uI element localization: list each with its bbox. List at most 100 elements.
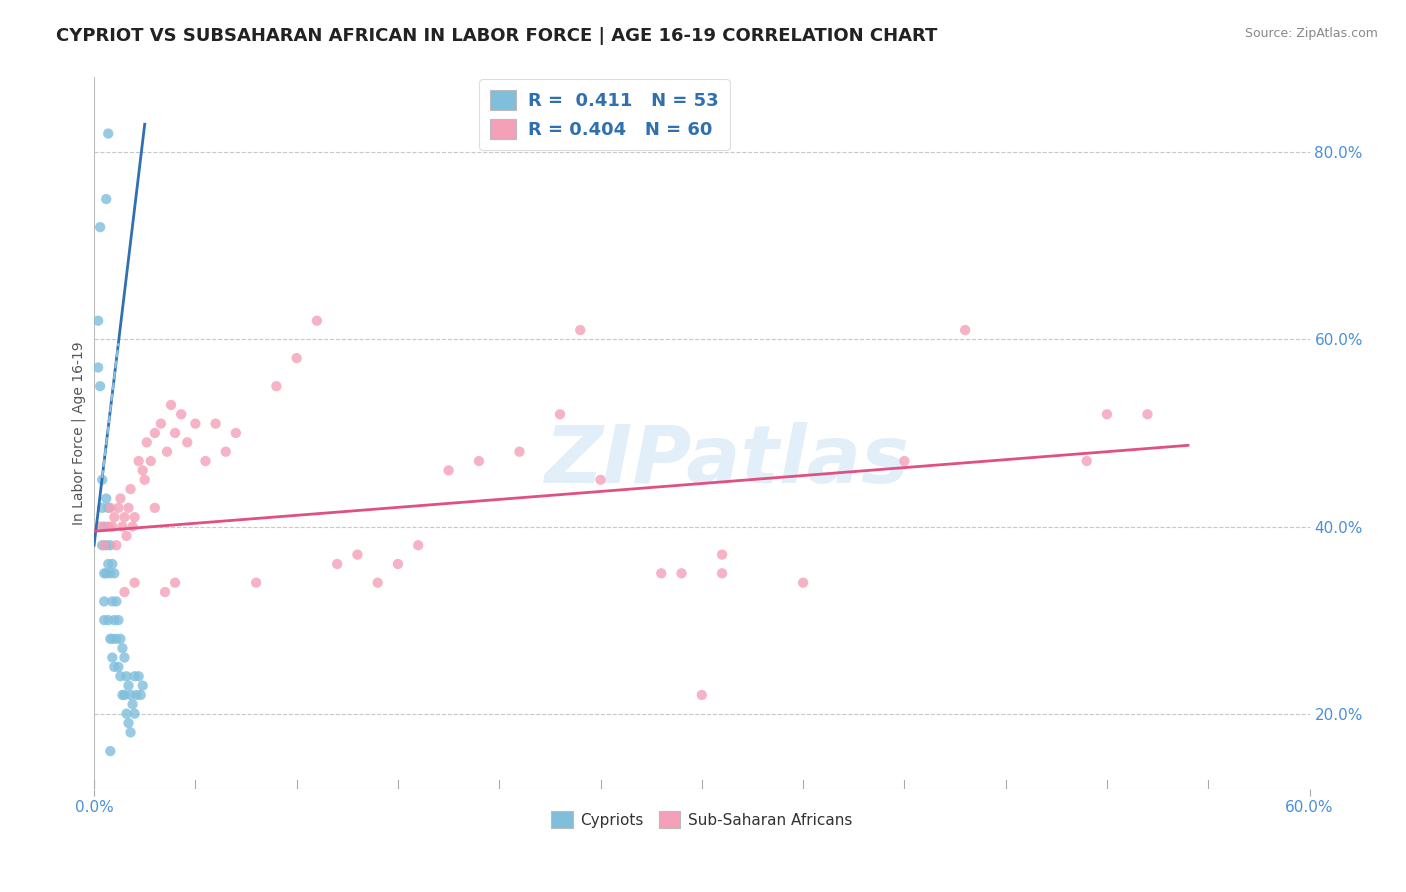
Point xyxy=(176,435,198,450)
Point xyxy=(124,575,146,590)
Point xyxy=(215,444,238,458)
Point xyxy=(153,585,176,599)
Point xyxy=(1136,407,1159,421)
Point xyxy=(125,688,148,702)
Text: ZIPatlas: ZIPatlas xyxy=(544,423,908,500)
Point xyxy=(105,594,128,608)
Point xyxy=(245,575,267,590)
Point xyxy=(105,538,128,552)
Point xyxy=(204,417,226,431)
Point xyxy=(305,314,328,328)
Point xyxy=(184,417,207,431)
Point xyxy=(266,379,288,393)
Point xyxy=(107,660,129,674)
Point xyxy=(110,491,132,506)
Point xyxy=(111,519,134,533)
Point xyxy=(569,323,592,337)
Point xyxy=(1076,454,1098,468)
Point xyxy=(508,444,530,458)
Point xyxy=(650,566,672,581)
Point xyxy=(194,454,217,468)
Point xyxy=(139,454,162,468)
Point xyxy=(110,632,132,646)
Point xyxy=(111,641,134,656)
Point xyxy=(114,585,136,599)
Point xyxy=(93,538,115,552)
Point xyxy=(120,688,142,702)
Point xyxy=(87,314,110,328)
Point xyxy=(97,519,120,533)
Point xyxy=(97,127,120,141)
Point xyxy=(114,650,136,665)
Point xyxy=(101,519,124,533)
Point xyxy=(91,500,114,515)
Point xyxy=(671,566,693,581)
Point xyxy=(121,698,143,712)
Point xyxy=(110,669,132,683)
Point xyxy=(711,548,734,562)
Point xyxy=(103,660,125,674)
Point xyxy=(93,566,115,581)
Point xyxy=(91,473,114,487)
Point xyxy=(93,594,115,608)
Point xyxy=(346,548,368,562)
Point xyxy=(107,613,129,627)
Text: CYPRIOT VS SUBSAHARAN AFRICAN IN LABOR FORCE | AGE 16-19 CORRELATION CHART: CYPRIOT VS SUBSAHARAN AFRICAN IN LABOR F… xyxy=(56,27,938,45)
Point xyxy=(101,594,124,608)
Point xyxy=(160,398,183,412)
Point xyxy=(953,323,976,337)
Point xyxy=(117,500,139,515)
Point xyxy=(98,538,121,552)
Point xyxy=(114,688,136,702)
Point xyxy=(156,444,179,458)
Point xyxy=(120,482,142,496)
Point xyxy=(711,566,734,581)
Point xyxy=(93,519,115,533)
Point xyxy=(96,491,118,506)
Point xyxy=(143,500,166,515)
Point xyxy=(101,557,124,571)
Point xyxy=(101,632,124,646)
Point xyxy=(93,613,115,627)
Point xyxy=(149,417,172,431)
Point xyxy=(690,688,713,702)
Point xyxy=(131,679,153,693)
Point xyxy=(1095,407,1118,421)
Point xyxy=(98,566,121,581)
Point xyxy=(107,500,129,515)
Point xyxy=(89,379,111,393)
Point xyxy=(135,435,157,450)
Point xyxy=(98,500,121,515)
Point xyxy=(367,575,389,590)
Point xyxy=(387,557,409,571)
Point xyxy=(893,454,915,468)
Point xyxy=(103,510,125,524)
Y-axis label: In Labor Force | Age 16-19: In Labor Force | Age 16-19 xyxy=(72,341,86,524)
Point xyxy=(285,351,308,365)
Point xyxy=(103,566,125,581)
Point xyxy=(111,688,134,702)
Point xyxy=(89,220,111,235)
Point xyxy=(96,192,118,206)
Point xyxy=(91,538,114,552)
Point xyxy=(87,360,110,375)
Point xyxy=(128,454,150,468)
Point xyxy=(115,529,138,543)
Text: Source: ZipAtlas.com: Source: ZipAtlas.com xyxy=(1244,27,1378,40)
Point xyxy=(406,538,429,552)
Point xyxy=(120,725,142,739)
Point xyxy=(134,473,156,487)
Point xyxy=(124,510,146,524)
Point xyxy=(103,613,125,627)
Point xyxy=(117,716,139,731)
Point xyxy=(124,706,146,721)
Point xyxy=(165,575,187,590)
Point xyxy=(105,632,128,646)
Point xyxy=(115,706,138,721)
Point xyxy=(96,538,118,552)
Point xyxy=(143,425,166,440)
Point xyxy=(548,407,571,421)
Point xyxy=(589,473,612,487)
Legend: Cypriots, Sub-Saharan Africans: Cypriots, Sub-Saharan Africans xyxy=(546,805,859,834)
Point xyxy=(98,744,121,758)
